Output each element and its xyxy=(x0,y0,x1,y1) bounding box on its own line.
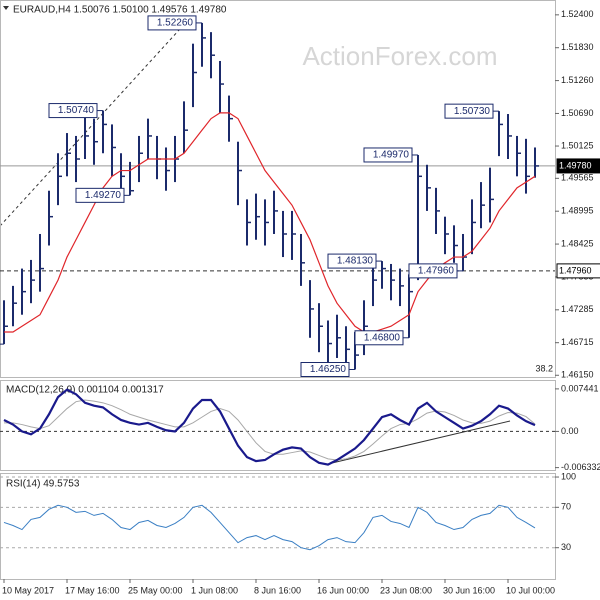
fib-label: 38.2 xyxy=(535,363,553,373)
y-tick-label: -0.006332 xyxy=(561,462,600,472)
price-level-label: 1.47960 xyxy=(559,265,592,275)
x-tick-label: 25 May 00:00 xyxy=(128,585,183,595)
macd-title: MACD(12,26,9) 0.001104 0.001317 xyxy=(6,385,164,396)
y-tick-label: 1.51260 xyxy=(561,75,594,85)
y-tick-label: 1.48425 xyxy=(561,238,594,248)
label-text: 1.48130 xyxy=(337,256,374,267)
x-tick-label: 17 May 16:00 xyxy=(65,585,120,595)
price-level-box xyxy=(556,158,600,174)
label-box xyxy=(444,103,494,119)
moving-average xyxy=(4,112,536,333)
x-tick-label: 10 Jul 00:00 xyxy=(506,585,555,595)
rsi-title: RSI(14) 49.5753 xyxy=(6,479,80,490)
title-icon xyxy=(3,6,9,10)
price-level-box xyxy=(556,263,600,279)
signal-line xyxy=(4,399,536,461)
label-text: 1.50730 xyxy=(454,106,491,117)
y-tick-label: 1.50125 xyxy=(561,140,594,150)
y-tick-label: 1.51830 xyxy=(561,42,594,52)
y-tick-label: 1.49565 xyxy=(561,173,594,183)
y-tick-label: 0.007441 xyxy=(561,383,599,393)
label-text: 1.50740 xyxy=(58,105,95,116)
price-level-label: 1.49780 xyxy=(559,160,592,170)
label-box xyxy=(408,263,458,279)
label-text: 1.49970 xyxy=(373,150,410,161)
x-tick-label: 10 May 2017 xyxy=(2,585,54,595)
label-text: 1.49270 xyxy=(85,190,122,201)
x-tick-label: 16 Jun 00:00 xyxy=(317,585,369,595)
label-box xyxy=(327,253,377,269)
y-tick-label: 1.50690 xyxy=(561,108,594,118)
label-box xyxy=(75,187,125,203)
macd-line xyxy=(3,388,536,466)
label-box xyxy=(147,15,197,31)
label-text: 1.52260 xyxy=(157,18,194,29)
rsi-panel xyxy=(0,473,556,580)
label-box xyxy=(363,147,413,163)
x-tick-label: 8 Jun 16:00 xyxy=(254,585,301,595)
y-tick-label: 70 xyxy=(561,502,571,512)
y-tick-label: 1.48995 xyxy=(561,206,594,216)
label-text: 1.47960 xyxy=(418,266,455,277)
y-tick-label: 1.46715 xyxy=(561,337,594,347)
label-box xyxy=(354,330,404,346)
watermark: ActionForex.com xyxy=(302,41,497,71)
x-tick-label: 30 Jun 16:00 xyxy=(443,585,495,595)
y-tick-label: 1.52400 xyxy=(561,9,594,19)
y-tick-label: 1.46150 xyxy=(561,370,594,380)
y-tick-label: 30 xyxy=(561,542,571,552)
price-panel xyxy=(0,0,556,378)
label-box xyxy=(300,362,350,378)
label-box xyxy=(48,103,98,119)
y-tick-label: 1.47285 xyxy=(561,304,594,314)
y-tick-label: 0.00 xyxy=(561,426,579,436)
rsi-line xyxy=(3,504,536,551)
label-text: 1.46800 xyxy=(364,332,401,343)
x-tick-label: 23 Jun 08:00 xyxy=(380,585,432,595)
y-tick-label: 100 xyxy=(561,471,576,481)
trend-line xyxy=(331,420,511,464)
x-tick-label: 1 Jun 08:00 xyxy=(191,585,238,595)
macd-panel xyxy=(0,380,556,471)
chart-title: EURAUD,H4 1.50076 1.50100 1.49576 1.4978… xyxy=(13,5,227,16)
label-text: 1.46250 xyxy=(310,364,347,375)
